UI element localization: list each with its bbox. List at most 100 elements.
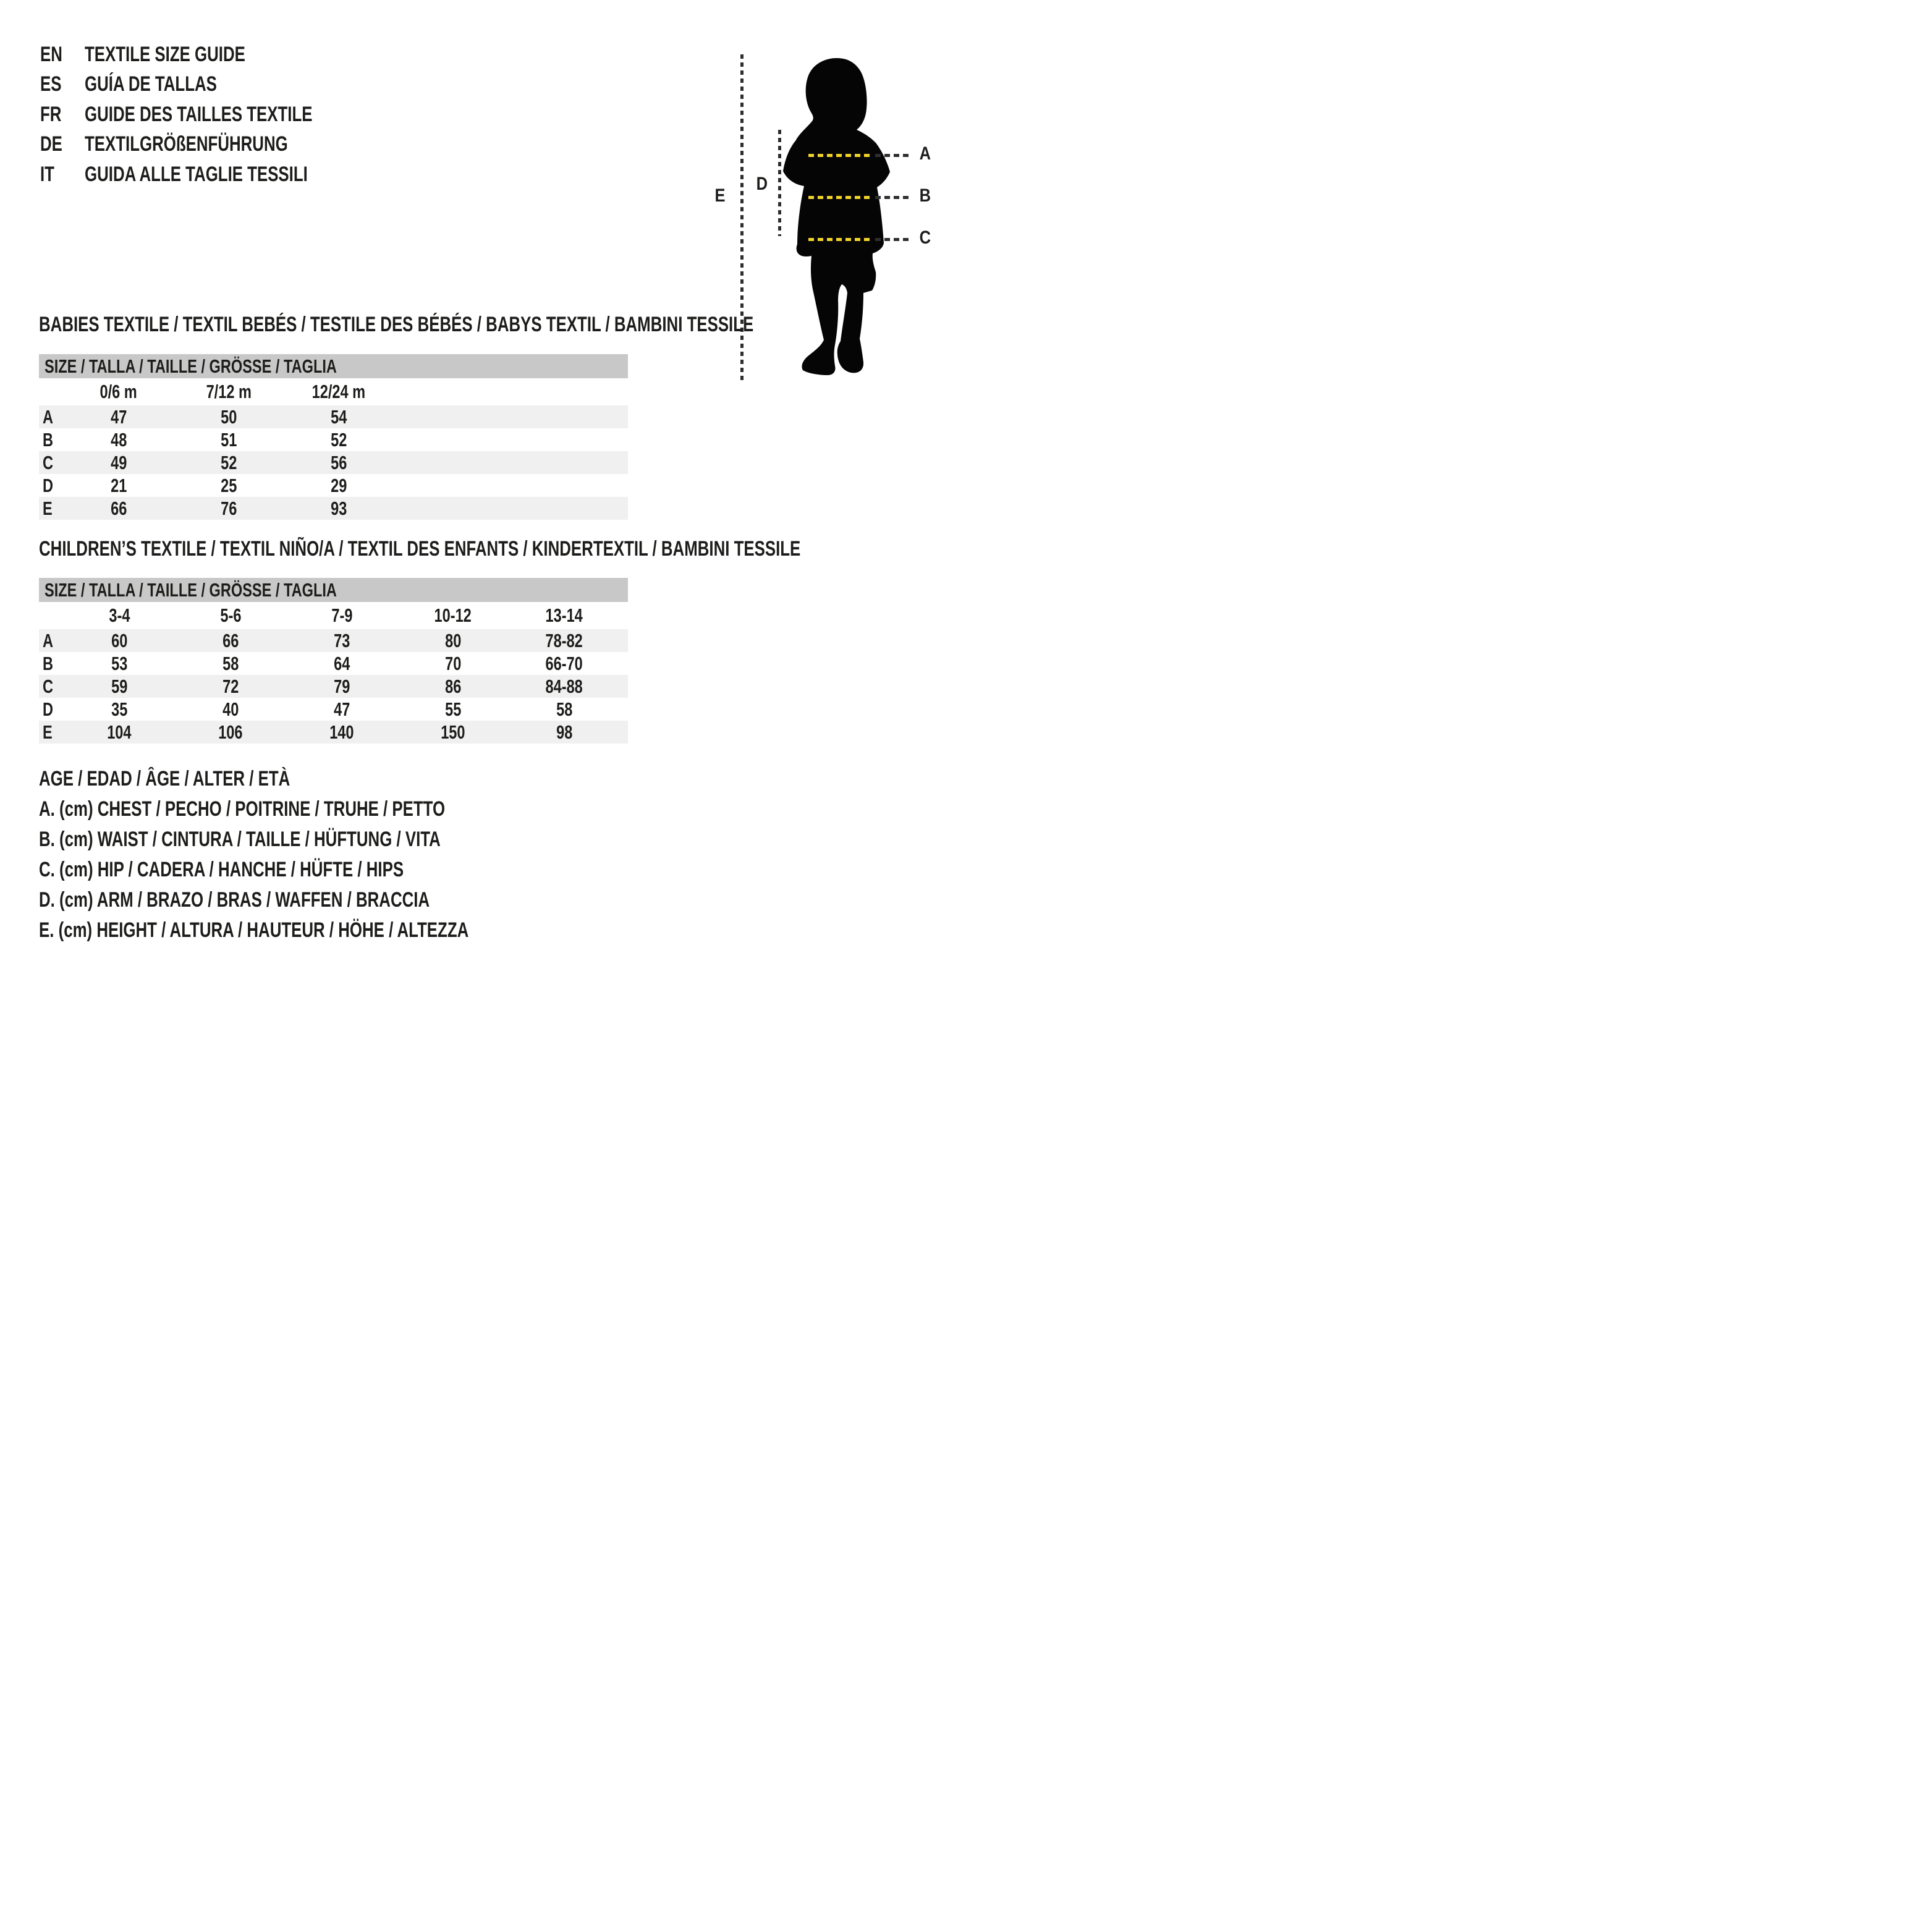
table-cell: 80 xyxy=(444,629,462,651)
babies-size-header-bar: SIZE / TALLA / TAILLE / GRÖSSE / TAGLIA xyxy=(39,354,628,378)
table-cell: 79 xyxy=(333,675,350,697)
children-size-header-bar: SIZE / TALLA / TAILLE / GRÖSSE / TAGLIA xyxy=(39,578,628,602)
row-label: C xyxy=(43,675,54,697)
language-title: GUIDA ALLE TAGLIE TESSILI xyxy=(85,162,308,186)
table-cell: 47 xyxy=(110,405,127,428)
language-code: DE xyxy=(40,132,62,156)
row-label: E xyxy=(43,497,53,519)
column-header: 5-6 xyxy=(219,604,242,626)
language-title: GUIDE DES TAILLES TEXTILE xyxy=(85,102,313,126)
child-silhouette xyxy=(783,58,890,375)
table-cell: 76 xyxy=(220,497,237,519)
language-title-block: EN TEXTILE SIZE GUIDE ES GUÍA DE TALLAS … xyxy=(40,40,384,190)
table-cell: 51 xyxy=(220,428,237,451)
legend-age-line: AGE / EDAD / ÂGE / ALTER / ETÀ xyxy=(39,767,290,790)
table-cell: 25 xyxy=(220,474,237,496)
table-cell: 40 xyxy=(222,698,239,720)
language-row: FR GUIDE DES TAILLES TEXTILE xyxy=(40,100,384,130)
table-cell: 73 xyxy=(333,629,350,651)
table-cell: 104 xyxy=(107,721,132,743)
table-cell: 54 xyxy=(330,405,347,428)
table-row: C 49 52 56 xyxy=(39,451,628,474)
row-label: C xyxy=(43,451,54,473)
language-title: TEXTILE SIZE GUIDE xyxy=(85,42,245,66)
column-header: 13-14 xyxy=(545,604,583,626)
height-measure-line-e xyxy=(740,54,744,382)
measurement-legend: AGE / EDAD / ÂGE / ALTER / ETÀ A. (cm) C… xyxy=(39,764,604,946)
table-row: D 35 40 47 55 58 xyxy=(39,698,628,721)
table-cell: 66 xyxy=(222,629,239,651)
arm-measure-line-d xyxy=(778,130,781,236)
table-cell: 56 xyxy=(330,451,347,473)
table-row: B 53 58 64 70 66-70 xyxy=(39,652,628,675)
row-label: D xyxy=(43,698,54,720)
legend-item-height: E. (cm) HEIGHT / ALTURA / HAUTEUR / HÖHE… xyxy=(39,918,469,942)
table-cell: 84-88 xyxy=(545,675,583,697)
chest-line-a-dash xyxy=(875,154,911,157)
babies-column-header-row: 0/6 m 7/12 m 12/24 m xyxy=(39,378,628,405)
textile-size-guide-sheet: EN TEXTILE SIZE GUIDE ES GUÍA DE TALLAS … xyxy=(0,0,966,966)
table-row: D 21 25 29 xyxy=(39,474,628,497)
chest-line-a-yellow xyxy=(808,154,870,157)
children-section-title: CHILDREN’S TEXTILE / TEXTIL NIÑO/A / TEX… xyxy=(39,537,801,561)
language-code: ES xyxy=(40,72,62,96)
row-label: E xyxy=(43,721,53,743)
table-cell: 47 xyxy=(333,698,350,720)
column-header: 10-12 xyxy=(434,604,472,626)
column-header: 3-4 xyxy=(108,604,130,626)
row-label: A xyxy=(43,629,54,651)
table-cell: 66-70 xyxy=(545,652,583,674)
table-cell: 52 xyxy=(220,451,237,473)
table-row: B 48 51 52 xyxy=(39,428,628,451)
row-label: A xyxy=(43,405,54,428)
table-cell: 150 xyxy=(441,721,465,743)
table-row: E 66 76 93 xyxy=(39,497,628,520)
hip-line-c-dash xyxy=(875,238,911,241)
table-cell: 58 xyxy=(556,698,573,720)
table-cell: 53 xyxy=(111,652,128,674)
hip-line-c-yellow xyxy=(808,238,870,241)
legend-item-waist: B. (cm) WAIST / CINTURA / TAILLE / HÜFTU… xyxy=(39,828,441,851)
table-cell: 49 xyxy=(110,451,127,473)
children-size-table: SIZE / TALLA / TAILLE / GRÖSSE / TAGLIA … xyxy=(39,578,628,744)
language-row: IT GUIDA ALLE TAGLIE TESSILI xyxy=(40,159,384,190)
table-row: E 104 106 140 150 98 xyxy=(39,721,628,744)
table-cell: 70 xyxy=(444,652,462,674)
babies-size-table: SIZE / TALLA / TAILLE / GRÖSSE / TAGLIA … xyxy=(39,354,628,520)
legend-item-arm: D. (cm) ARM / BRAZO / BRAS / WAFFEN / BR… xyxy=(39,888,430,912)
column-header: 7-9 xyxy=(331,604,353,626)
row-label: B xyxy=(43,652,54,674)
language-code: IT xyxy=(40,162,54,186)
table-cell: 29 xyxy=(330,474,347,496)
table-cell: 21 xyxy=(110,474,127,496)
table-cell: 140 xyxy=(329,721,354,743)
table-cell: 72 xyxy=(222,675,239,697)
legend-item-chest: A. (cm) CHEST / PECHO / POITRINE / TRUHE… xyxy=(39,797,446,821)
table-cell: 98 xyxy=(556,721,573,743)
waist-line-b-dash xyxy=(875,196,911,199)
language-row: DE TEXTILGRÖßENFÜHRUNG xyxy=(40,130,384,160)
table-cell: 66 xyxy=(110,497,127,519)
figure-label-a: A xyxy=(919,143,931,164)
table-cell: 58 xyxy=(222,652,239,674)
figure-label-d: D xyxy=(756,174,768,194)
language-row: EN TEXTILE SIZE GUIDE xyxy=(40,40,384,70)
table-row: C 59 72 79 86 84-88 xyxy=(39,675,628,698)
table-cell: 35 xyxy=(111,698,128,720)
babies-section-title: BABIES TEXTILE / TEXTIL BEBÉS / TESTILE … xyxy=(39,313,754,336)
table-cell: 78-82 xyxy=(545,629,583,651)
figure-label-c: C xyxy=(919,227,931,248)
table-cell: 48 xyxy=(110,428,127,451)
waist-line-b-yellow xyxy=(808,196,870,199)
children-column-header-row: 3-4 5-6 7-9 10-12 13-14 xyxy=(39,602,628,629)
table-cell: 64 xyxy=(333,652,350,674)
column-header: 12/24 m xyxy=(311,381,366,402)
table-cell: 60 xyxy=(111,629,128,651)
table-row: A 47 50 54 xyxy=(39,405,628,428)
table-cell: 55 xyxy=(444,698,462,720)
legend-item-hip: C. (cm) HIP / CADERA / HANCHE / HÜFTE / … xyxy=(39,858,404,881)
language-title: GUÍA DE TALLAS xyxy=(85,72,217,96)
figure-label-b: B xyxy=(919,185,931,206)
column-header: 7/12 m xyxy=(206,381,252,402)
row-label: B xyxy=(43,428,54,451)
